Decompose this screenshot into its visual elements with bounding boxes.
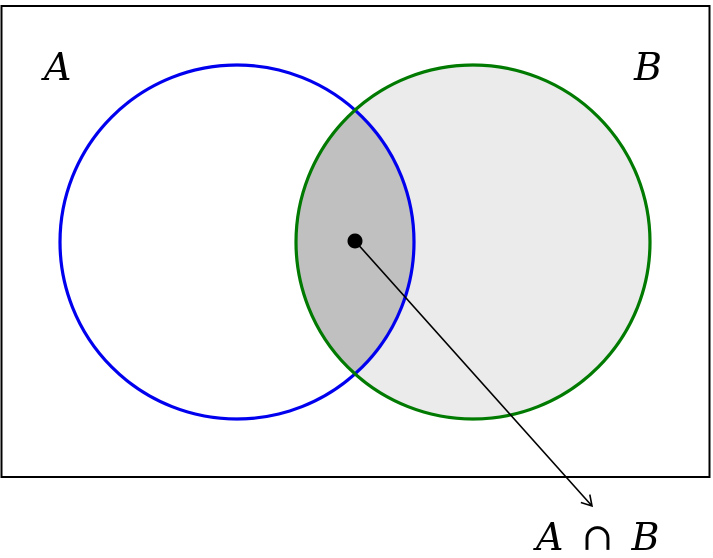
- intersection-label: A ∩ B: [533, 515, 659, 558]
- set-b-circle: [294, 63, 652, 421]
- intersection-label-right: B: [630, 515, 659, 558]
- intersection-label-operator: ∩: [582, 515, 614, 558]
- set-a-circle: [58, 63, 416, 421]
- intersection-arrow: [354, 240, 594, 508]
- intersection-label-left: A: [533, 515, 563, 558]
- intersection-region: [296, 65, 414, 419]
- set-b-label: B: [633, 45, 662, 89]
- set-a-label: A: [41, 45, 71, 89]
